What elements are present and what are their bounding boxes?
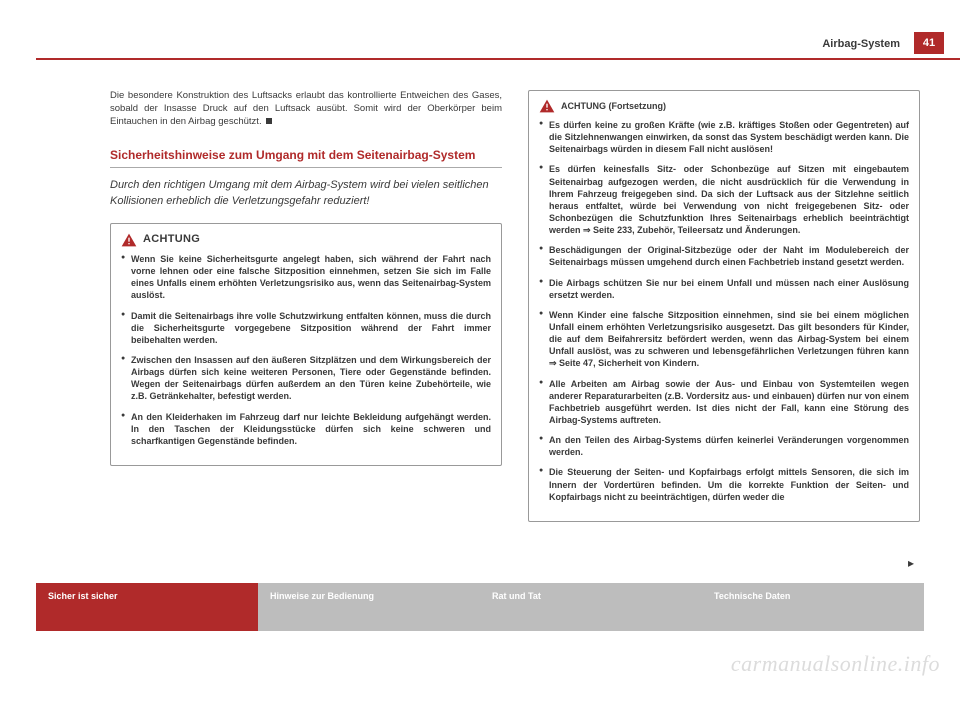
intro-text: Die besondere Konstruktion des Luftsacks… <box>110 90 502 127</box>
warning-item: Damit die Seitenairbags ihre volle Schut… <box>121 310 491 346</box>
watermark: carmanualsonline.info <box>731 651 940 677</box>
warning-list-continued: Es dürfen keine zu großen Kräfte (wie z.… <box>539 119 909 503</box>
warning-list: Wenn Sie keine Sicherheitsgurte angelegt… <box>121 253 491 447</box>
warning-item: Beschädigungen der Original-Sitzbezüge o… <box>539 244 909 268</box>
column-left: Die besondere Konstruktion des Luftsacks… <box>110 90 502 571</box>
warning-item: Es dürfen keinesfalls Sitz- oder Schonbe… <box>539 163 909 236</box>
warning-item: An den Teilen des Airbag-Systems dürfen … <box>539 434 909 458</box>
page-number: 41 <box>914 32 944 54</box>
warning-item: Wenn Sie keine Sicherheitsgurte angelegt… <box>121 253 491 302</box>
tab-hinweise[interactable]: Hinweise zur Bedienung <box>258 583 480 631</box>
continue-arrow-icon: ▸ <box>908 555 914 571</box>
warning-item: Wenn Kinder eine falsche Sitzposition ei… <box>539 309 909 370</box>
warning-box-title: ACHTUNG <box>143 232 200 247</box>
tab-sicher[interactable]: Sicher ist sicher <box>36 583 258 631</box>
column-right: ACHTUNG (Fortsetzung) Es dürfen keine zu… <box>528 90 920 571</box>
footer-tabs: Sicher ist sicher Hinweise zur Bedienung… <box>36 583 924 631</box>
lead-paragraph: Durch den richtigen Umgang mit dem Airba… <box>110 178 502 209</box>
warning-box-header: ACHTUNG (Fortsetzung) <box>539 99 909 113</box>
warning-icon <box>121 233 137 247</box>
warning-box-continued: ACHTUNG (Fortsetzung) Es dürfen keine zu… <box>528 90 920 522</box>
warning-icon <box>539 99 555 113</box>
section-rule <box>110 167 502 168</box>
warning-box-title-continued: ACHTUNG (Fortsetzung) <box>561 100 666 112</box>
warning-item: Die Airbags schützen Sie nur bei einem U… <box>539 277 909 301</box>
intro-paragraph: Die besondere Konstruktion des Luftsacks… <box>110 90 502 128</box>
warning-item: An den Kleiderhaken im Fahrzeug darf nur… <box>121 411 491 447</box>
warning-item: Alle Arbeiten am Airbag sowie der Aus- u… <box>539 378 909 427</box>
warning-item: Zwischen den Insassen auf den äußeren Si… <box>121 354 491 403</box>
tab-rat[interactable]: Rat und Tat <box>480 583 702 631</box>
section-heading: Sicherheitshinweise zum Umgang mit dem S… <box>110 148 502 163</box>
warning-item: Es dürfen keine zu großen Kräfte (wie z.… <box>539 119 909 155</box>
page: Airbag-System 41 Die besondere Konstrukt… <box>0 0 960 701</box>
header-section-title: Airbag-System <box>822 38 900 50</box>
warning-box: ACHTUNG Wenn Sie keine Sicherheitsgurte … <box>110 223 502 466</box>
warning-box-header: ACHTUNG <box>121 232 491 247</box>
end-of-section-icon <box>266 118 272 124</box>
tab-technische[interactable]: Technische Daten <box>702 583 924 631</box>
header-rule <box>36 58 960 60</box>
content-columns: Die besondere Konstruktion des Luftsacks… <box>110 90 920 571</box>
warning-item: Die Steuerung der Seiten- und Kopfairbag… <box>539 466 909 502</box>
